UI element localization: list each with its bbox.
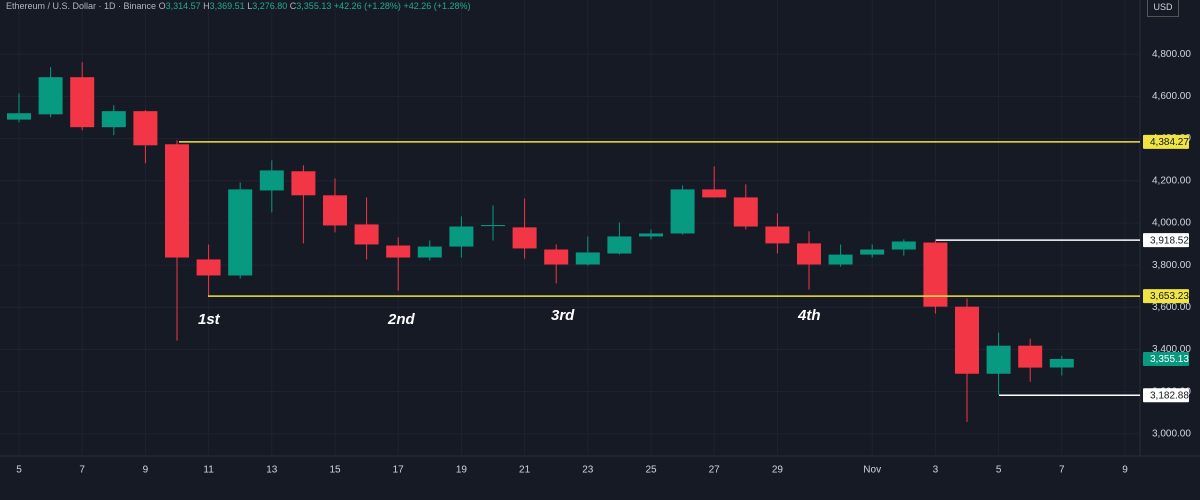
change: +42.26 (+1.28%) [333, 1, 401, 11]
annotation: 3rd [551, 307, 575, 324]
candle-body [417, 246, 442, 258]
x-tick-label: Nov [863, 465, 881, 476]
candle-body [986, 345, 1011, 374]
candle-body [449, 226, 474, 247]
candle-body [923, 242, 948, 307]
candle-body [70, 77, 95, 128]
candle-body [702, 189, 727, 198]
candle-body [1049, 358, 1074, 368]
candle-body [765, 226, 790, 244]
y-tick-label: 4,800.00 [1152, 49, 1191, 60]
candle-body [544, 249, 569, 265]
candle-body [733, 197, 758, 227]
candle-body [291, 171, 316, 196]
candle-body [38, 77, 63, 115]
candle-body [323, 195, 347, 226]
candle-body [354, 224, 379, 245]
x-tick-label: 25 [645, 465, 657, 476]
y-tick-label: 3,800.00 [1152, 260, 1191, 271]
x-tick-label: 9 [143, 465, 149, 476]
candle-body [133, 111, 158, 146]
candle-body [860, 249, 885, 255]
candle-body [828, 254, 853, 265]
ohlc-value: 3,276.80 [252, 1, 288, 11]
x-tick-label: 13 [266, 465, 278, 476]
candle-body [797, 243, 821, 265]
x-tick-label: 5 [996, 465, 1002, 476]
y-tick-label: 3,400.00 [1152, 344, 1191, 355]
ohlc-label: H [203, 1, 210, 11]
candle-body [575, 252, 600, 265]
level-label-box [1143, 289, 1189, 304]
ohlc-value: 3,355.13 [296, 1, 332, 11]
candle-body [1018, 345, 1043, 368]
candle-body [639, 233, 663, 237]
ohlc-label: L [247, 1, 253, 11]
y-tick-label: 3,000.00 [1152, 428, 1191, 439]
level-label-box [1143, 388, 1189, 403]
annotation: 2nd [387, 311, 416, 328]
candle-body [481, 225, 505, 227]
legend-header: Ethereum / U.S. Dollar · 1D · Binance O3… [6, 0, 471, 12]
y-tick-label: 4,000.00 [1152, 218, 1191, 229]
x-tick-label: 11 [203, 465, 214, 476]
last-price-box [1143, 351, 1189, 366]
last-price-label: 3,355.13 [1150, 354, 1189, 365]
candle-body [165, 144, 189, 258]
x-tick-label: 23 [582, 465, 594, 476]
candle-body [7, 113, 31, 120]
y-tick-label: 4,600.00 [1152, 91, 1191, 102]
x-tick-label: 19 [456, 465, 468, 476]
level-label: 4,384.27 [1150, 137, 1189, 148]
candle-body [228, 189, 253, 276]
level-label-box [1143, 134, 1189, 149]
x-tick-label: 9 [1122, 465, 1128, 476]
ohlc-label: C [289, 1, 297, 11]
x-tick-label: 29 [772, 465, 784, 476]
ohlc-value: 3,369.51 [209, 1, 245, 11]
annotation: 1st [198, 311, 221, 328]
x-tick-label: 15 [329, 465, 341, 476]
candle-body [891, 241, 916, 250]
level-label-box [1143, 233, 1189, 248]
ohlc-value: 3,314.57 [165, 1, 201, 11]
candle-body [670, 189, 695, 234]
annotation: 4th [797, 307, 821, 324]
candle-body [196, 259, 221, 276]
x-tick-label: 17 [393, 465, 405, 476]
x-tick-label: 21 [519, 465, 531, 476]
candle-body [101, 111, 126, 128]
candle-body [955, 306, 979, 374]
candle-body [259, 170, 284, 191]
level-label: 3,653.23 [1150, 291, 1189, 302]
y-tick-label: 4,200.00 [1152, 175, 1191, 186]
x-tick-label: 27 [709, 465, 721, 476]
x-tick-label: 3 [933, 465, 939, 476]
x-tick-label: 7 [1059, 465, 1065, 476]
change: +42.26 (+1.28%) [403, 1, 471, 11]
candle-body [607, 236, 632, 254]
ohlc-label: O [158, 1, 166, 11]
x-tick-label: 5 [16, 465, 22, 476]
y-tick-label: 3,600.00 [1152, 302, 1191, 313]
level-label: 3,182.88 [1150, 390, 1189, 401]
candle-body [512, 227, 537, 249]
x-tick-label: 7 [79, 465, 85, 476]
level-label: 3,918.52 [1150, 235, 1189, 246]
symbol: Ethereum / U.S. Dollar · 1D · Binance [6, 1, 157, 11]
candle-body [386, 245, 411, 258]
currency-button[interactable]: USD [1147, 0, 1179, 17]
